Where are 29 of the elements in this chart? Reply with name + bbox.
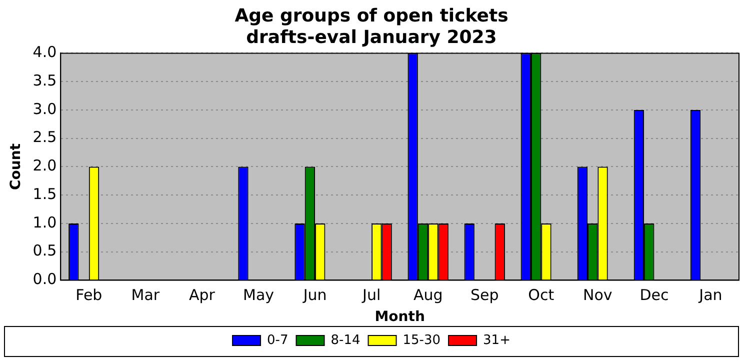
y-tick-label: 3.5	[32, 71, 57, 90]
y-tick-label: 0.0	[32, 270, 57, 288]
x-axis-title: Month	[374, 309, 425, 326]
legend-label: 15-30	[402, 332, 441, 348]
y-axis-title: Count	[8, 143, 24, 190]
y-tick-label: 3.0	[32, 100, 57, 118]
y-tick-label: 0.5	[32, 242, 57, 260]
x-tick-label: Sep	[470, 286, 499, 304]
x-tick-label: Jun	[302, 286, 327, 304]
legend-label: 31+	[483, 332, 510, 348]
y-tick-label: 2.0	[32, 156, 57, 175]
x-tick-label: Feb	[76, 286, 102, 304]
x-tick-label: Mar	[131, 286, 160, 304]
y-tick-label: 2.5	[32, 128, 57, 146]
chart-title: Age groups of open tickets	[234, 5, 508, 26]
y-tick-label: 1.5	[32, 184, 57, 203]
y-tick-label: 1.0	[32, 213, 57, 232]
x-tick-label: May	[243, 286, 274, 304]
legend-label: 8-14	[330, 332, 360, 348]
x-tick-label: Jan	[698, 286, 722, 304]
x-tick-label: Apr	[189, 286, 216, 304]
y-tick-label: 4.0	[32, 43, 57, 62]
x-tick-label: Aug	[413, 286, 443, 304]
chart-subtitle: drafts-eval January 2023	[246, 27, 497, 48]
x-tick-label: Oct	[528, 286, 554, 304]
legend-label: 0-7	[267, 332, 288, 348]
x-tick-label: Nov	[583, 286, 612, 304]
x-tick-label: Dec	[640, 286, 669, 304]
x-tick-label: Jul	[362, 286, 381, 304]
